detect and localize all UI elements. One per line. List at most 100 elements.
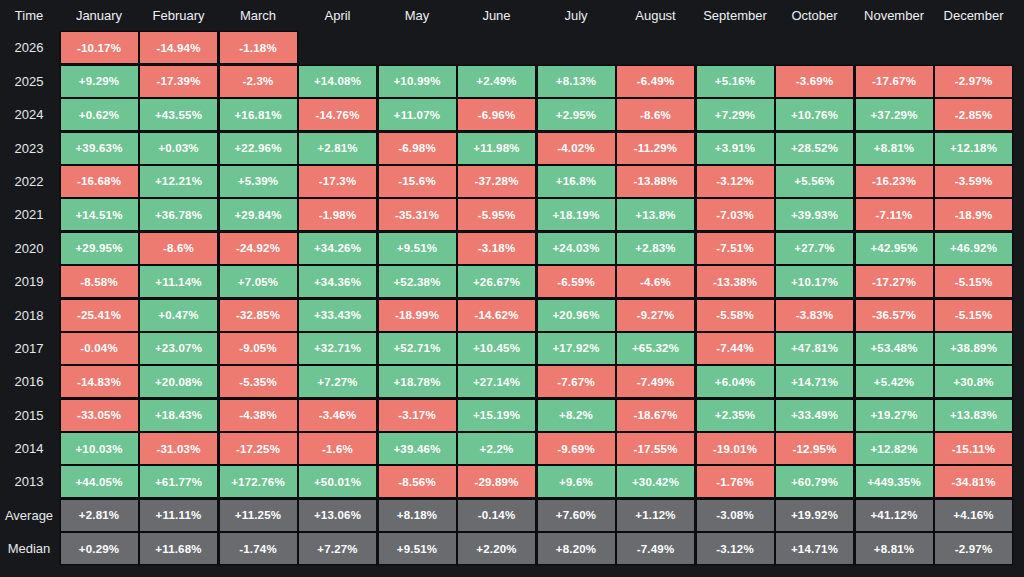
cell-2022-october: +5.56% — [776, 166, 853, 197]
cell-2022-march: +5.39% — [220, 166, 297, 197]
row-label-2026: 2026 — [0, 32, 58, 63]
cell-2021-may: -35.31% — [379, 199, 456, 230]
cell-2023-january: +39.63% — [61, 133, 138, 164]
cell-2013-november: +449.35% — [856, 466, 933, 497]
cell-2022-january: -16.68% — [61, 166, 138, 197]
cell-2019-november: -17.27% — [856, 266, 933, 297]
column-header-time: Time — [0, 0, 58, 30]
cell-2024-september: +7.29% — [697, 99, 774, 130]
cell-2018-october: -3.83% — [776, 300, 853, 331]
cell-2015-may: -3.17% — [379, 400, 456, 431]
cell-median-september: -3.12% — [697, 533, 774, 564]
cell-2026-august — [617, 32, 694, 63]
cell-2018-june: -14.62% — [458, 300, 535, 331]
cell-2020-august: +2.83% — [617, 233, 694, 264]
cell-2016-december: +30.8% — [935, 366, 1012, 397]
cell-2021-june: -5.95% — [458, 199, 535, 230]
cell-2013-october: +60.79% — [776, 466, 853, 497]
row-label-average: Average — [0, 500, 58, 531]
cell-2022-february: +12.21% — [140, 166, 217, 197]
cell-2025-december: -2.97% — [935, 66, 1012, 97]
cell-2018-july: +20.96% — [538, 300, 615, 331]
cell-2017-august: +65.32% — [617, 333, 694, 364]
cell-2023-july: -4.02% — [538, 133, 615, 164]
cell-2014-april: -1.6% — [299, 433, 376, 464]
column-header-january: January — [61, 0, 138, 30]
cell-2015-january: -33.05% — [61, 400, 138, 431]
cell-2026-september — [697, 32, 774, 63]
cell-2024-january: +0.62% — [61, 99, 138, 130]
cell-2026-november — [856, 32, 933, 63]
cell-2023-october: +28.52% — [776, 133, 853, 164]
row-label-2025: 2025 — [0, 66, 58, 97]
cell-average-september: -3.08% — [697, 500, 774, 531]
row-label-median: Median — [0, 533, 58, 564]
cell-2019-april: +34.36% — [299, 266, 376, 297]
cell-2014-june: +2.2% — [458, 433, 535, 464]
cell-2017-february: +23.07% — [140, 333, 217, 364]
cell-2015-december: +13.83% — [935, 400, 1012, 431]
cell-2016-january: -14.83% — [61, 366, 138, 397]
row-label-2023: 2023 — [0, 133, 58, 164]
cell-2026-february: -14.94% — [140, 32, 217, 63]
column-header-october: October — [776, 0, 853, 30]
cell-median-january: +0.29% — [61, 533, 138, 564]
cell-median-august: -7.49% — [617, 533, 694, 564]
cell-2016-november: +5.42% — [856, 366, 933, 397]
cell-median-november: +8.81% — [856, 533, 933, 564]
cell-2025-february: -17.39% — [140, 66, 217, 97]
cell-2014-july: -9.69% — [538, 433, 615, 464]
cell-2016-february: +20.08% — [140, 366, 217, 397]
cell-median-july: +8.20% — [538, 533, 615, 564]
cell-2018-november: -36.57% — [856, 300, 933, 331]
cell-median-march: -1.74% — [220, 533, 297, 564]
cell-2021-february: +36.78% — [140, 199, 217, 230]
cell-2017-june: +10.45% — [458, 333, 535, 364]
cell-2020-october: +27.7% — [776, 233, 853, 264]
cell-2024-april: -14.76% — [299, 99, 376, 130]
cell-average-may: +8.18% — [379, 500, 456, 531]
cell-2017-november: +53.48% — [856, 333, 933, 364]
cell-2018-february: +0.47% — [140, 300, 217, 331]
cell-2021-july: +18.19% — [538, 199, 615, 230]
cell-2019-december: -5.15% — [935, 266, 1012, 297]
cell-2026-july — [538, 32, 615, 63]
cell-2024-june: -6.96% — [458, 99, 535, 130]
cell-2022-may: -15.6% — [379, 166, 456, 197]
row-label-2015: 2015 — [0, 400, 58, 431]
cell-2013-august: +30.42% — [617, 466, 694, 497]
cell-2014-october: -12.95% — [776, 433, 853, 464]
cell-2020-july: +24.03% — [538, 233, 615, 264]
cell-2016-october: +14.71% — [776, 366, 853, 397]
cell-2014-december: -15.11% — [935, 433, 1012, 464]
cell-average-november: +41.12% — [856, 500, 933, 531]
cell-2020-november: +42.95% — [856, 233, 933, 264]
cell-2017-october: +47.81% — [776, 333, 853, 364]
cell-2018-may: -18.99% — [379, 300, 456, 331]
cell-2021-august: +13.8% — [617, 199, 694, 230]
cell-2022-june: -37.28% — [458, 166, 535, 197]
cell-2013-march: +172.76% — [220, 466, 297, 497]
cell-2019-october: +10.17% — [776, 266, 853, 297]
cell-2016-april: +7.27% — [299, 366, 376, 397]
cell-2024-august: -8.6% — [617, 99, 694, 130]
cell-2016-september: +6.04% — [697, 366, 774, 397]
column-header-november: November — [856, 0, 933, 30]
column-header-june: June — [458, 0, 535, 30]
cell-2025-may: +10.99% — [379, 66, 456, 97]
cell-2026-october — [776, 32, 853, 63]
cell-2024-may: +11.07% — [379, 99, 456, 130]
cell-2015-july: +8.2% — [538, 400, 615, 431]
cell-2020-april: +34.26% — [299, 233, 376, 264]
cell-2023-february: +0.03% — [140, 133, 217, 164]
cell-average-january: +2.81% — [61, 500, 138, 531]
cell-2021-january: +14.51% — [61, 199, 138, 230]
cell-2024-july: +2.95% — [538, 99, 615, 130]
cell-2017-may: +52.71% — [379, 333, 456, 364]
cell-2015-september: +2.35% — [697, 400, 774, 431]
cell-2021-september: -7.03% — [697, 199, 774, 230]
cell-median-june: +2.20% — [458, 533, 535, 564]
cell-2015-june: +15.19% — [458, 400, 535, 431]
cell-2013-september: -1.76% — [697, 466, 774, 497]
column-header-february: February — [140, 0, 217, 30]
